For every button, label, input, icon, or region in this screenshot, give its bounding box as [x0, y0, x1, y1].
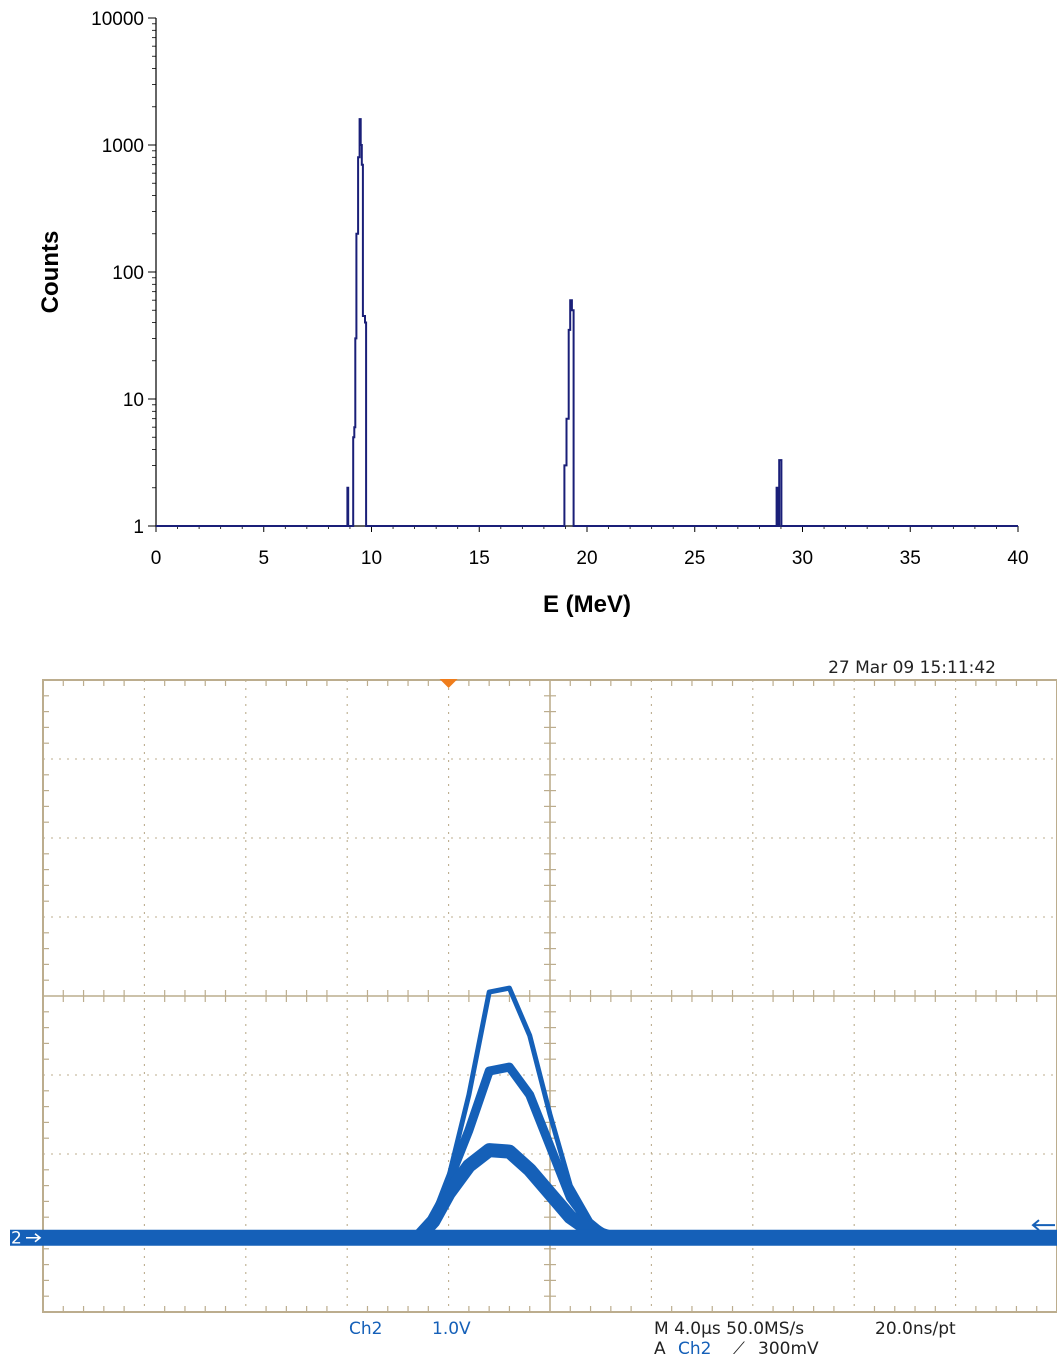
spectrum-series: [156, 118, 1018, 527]
spectrum-ticks: 0 5 10 15 20 25 30 35 40 1 10 100 1000 10000: [91, 9, 1028, 569]
spectrum-x-axis-title: E (MeV): [543, 591, 631, 618]
scope-volts-per-div: 1.0V: [432, 1319, 471, 1339]
spectrum-x-tick-label: 30: [792, 548, 813, 569]
spectrum-x-tick-label: 5: [258, 548, 269, 569]
trigger-position-marker: [439, 679, 458, 688]
spectrum-axes: [155, 18, 1018, 527]
scope-timestamp: 27 Mar 09 15:11:42: [828, 658, 996, 678]
spectrum-x-tick-label: 25: [684, 548, 705, 569]
spectrum-x-tick-label: 10: [361, 548, 382, 569]
spectrum-y-tick-label: 10: [123, 390, 144, 411]
spectrum-y-tick-label: 1: [133, 517, 144, 538]
scope-trigger-level: 300mV: [758, 1339, 819, 1359]
spectrum-x-tick-label: 20: [576, 548, 597, 569]
scope-background: [0, 640, 1057, 1362]
scope-channel-label: Ch2: [349, 1319, 382, 1339]
spectrum-x-tick-label: 15: [469, 548, 490, 569]
scope-traces: [10, 985, 1057, 1246]
scope-trigger-channel: Ch2: [678, 1339, 711, 1359]
spectrum-series-line: [156, 118, 1018, 527]
channel-ground-marker-label: 2: [11, 1229, 22, 1249]
scope-time-base: M 4.0µs 50.0MS/s: [654, 1319, 804, 1339]
channel-ground-arrow-icon: [26, 1233, 42, 1243]
scope-markers: 2: [11, 679, 1055, 1249]
oscilloscope-screen: 2 27 Mar 09 15:11:42 Ch2 1.0V M 4.0µs 50…: [0, 640, 1057, 1362]
spectrum-x-tick-label: 0: [151, 548, 162, 569]
trigger-level-arrow-icon: [1031, 1219, 1055, 1231]
spectrum-y-axis-title: Counts: [37, 231, 64, 314]
spectrum-x-tick-label: 40: [1007, 548, 1028, 569]
spectrum-y-tick-label: 10000: [91, 9, 144, 30]
scope-trigger-source-prefix: A: [654, 1339, 666, 1359]
spectrum-y-tick-label: 1000: [102, 136, 144, 157]
scope-sample-interval: 20.0ns/pt: [875, 1319, 956, 1339]
spectrum-y-tick-label: 100: [112, 263, 144, 284]
scope-trigger-slope: ⟋: [733, 1339, 745, 1359]
spectrum-x-tick-label: 35: [900, 548, 921, 569]
